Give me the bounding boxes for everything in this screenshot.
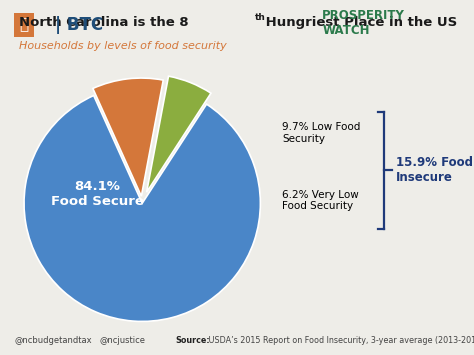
Wedge shape	[93, 78, 163, 196]
FancyBboxPatch shape	[14, 13, 35, 38]
Text: 84.1%
Food Secure: 84.1% Food Secure	[51, 180, 144, 208]
Text: 9.7% Low Food
Security: 9.7% Low Food Security	[282, 122, 360, 144]
Text: ⛹: ⛹	[19, 17, 29, 32]
Text: PROSPERITY
WATCH: PROSPERITY WATCH	[322, 9, 405, 37]
Text: 15.9% Food
Insecure: 15.9% Food Insecure	[396, 157, 473, 184]
Text: North Carolina is the 8: North Carolina is the 8	[19, 16, 189, 29]
Text: | BTC: | BTC	[55, 16, 103, 34]
Text: Households by levels of food security: Households by levels of food security	[19, 41, 227, 51]
Text: USDA’s 2015 Report on Food Insecurity, 3-year average (2013-2015): USDA’s 2015 Report on Food Insecurity, 3…	[206, 336, 474, 345]
Text: @ncbudgetandtax: @ncbudgetandtax	[14, 336, 92, 345]
Wedge shape	[146, 76, 211, 192]
Text: Source:: Source:	[175, 336, 210, 345]
Text: 6.2% Very Low
Food Security: 6.2% Very Low Food Security	[282, 190, 359, 211]
Text: Hungriest Place in the US: Hungriest Place in the US	[261, 16, 457, 29]
Text: th: th	[255, 13, 265, 22]
Text: @ncjustice: @ncjustice	[100, 336, 146, 345]
Wedge shape	[24, 95, 260, 321]
